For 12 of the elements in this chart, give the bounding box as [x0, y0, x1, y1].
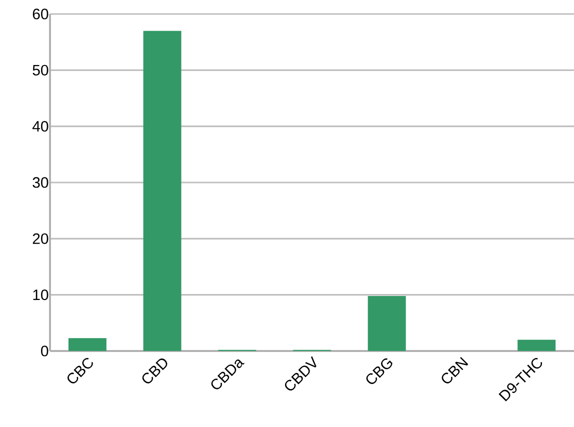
y-tick-label: 30: [32, 177, 48, 188]
x-tick-label: CBD: [142, 358, 168, 384]
y-tick-label: 20: [32, 233, 48, 244]
y-tick-label: 10: [33, 290, 48, 300]
bar: [518, 340, 556, 351]
y-tick-label: 0: [41, 346, 48, 356]
bar: [368, 296, 406, 351]
y-tick-label: 50: [32, 64, 48, 76]
y-tick-label: 60: [32, 8, 48, 20]
y-tick-label: 40: [32, 121, 48, 132]
bar: [68, 338, 106, 351]
bar: [143, 30, 182, 351]
